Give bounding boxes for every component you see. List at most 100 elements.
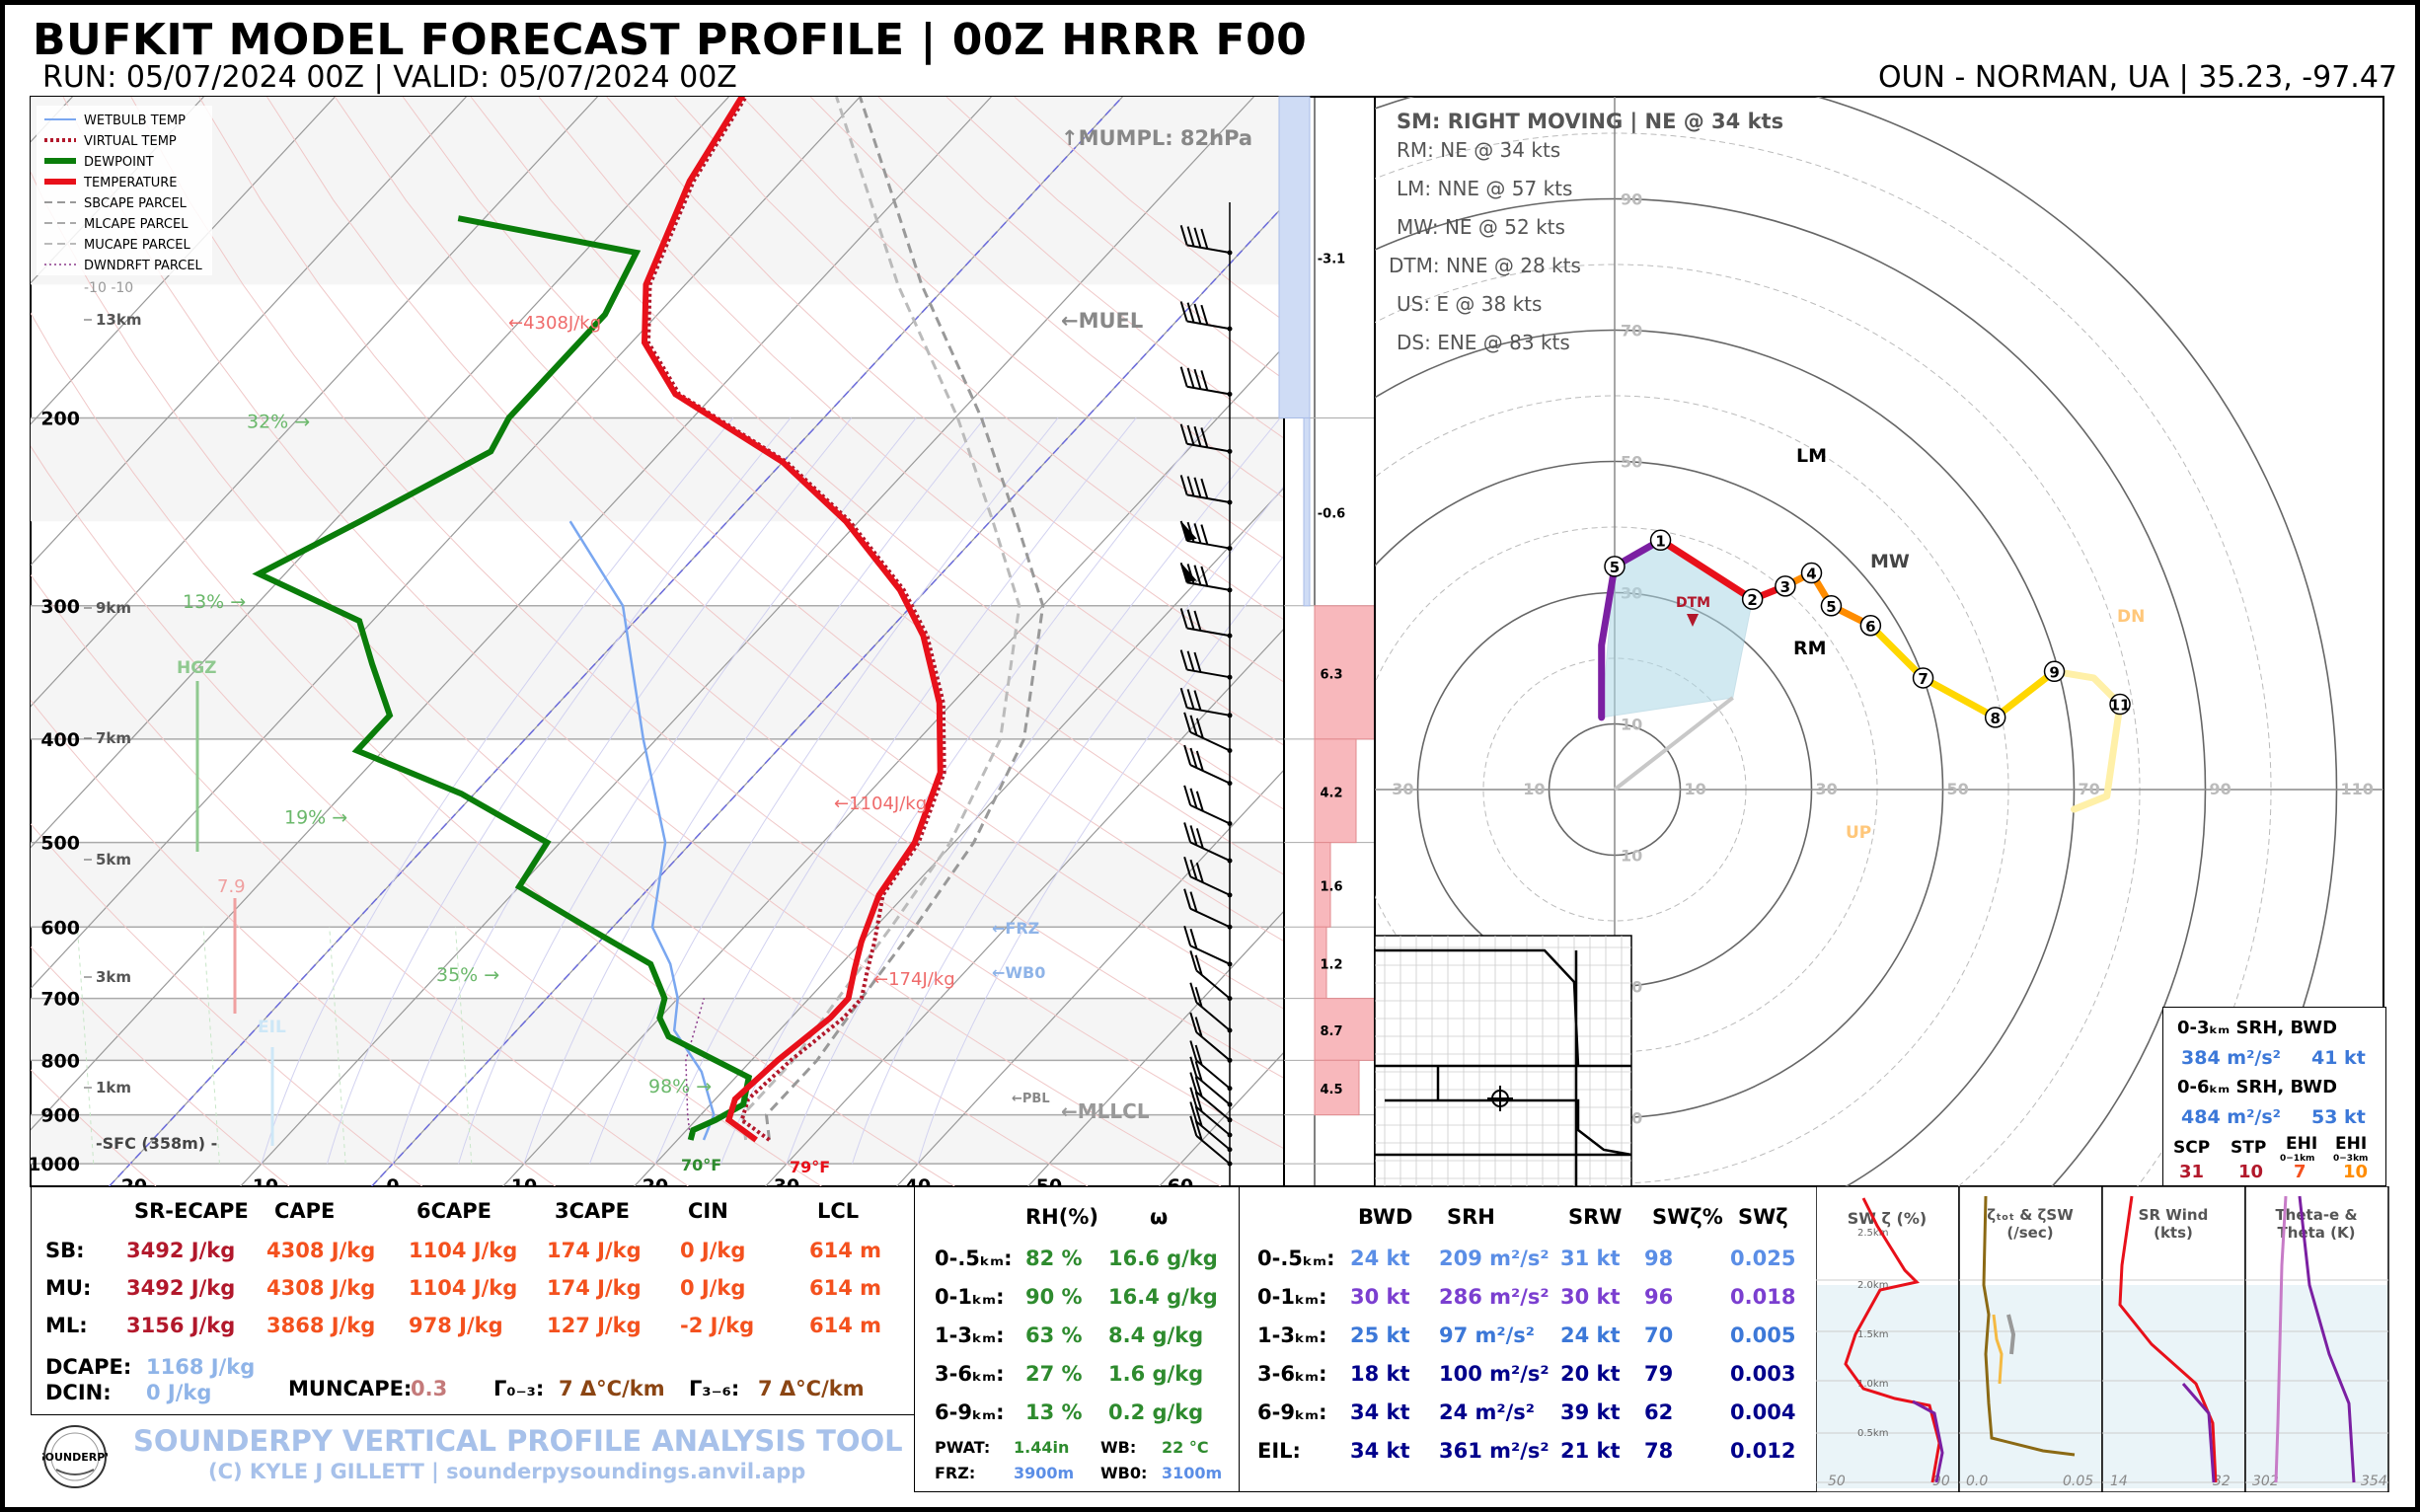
advection-bar: [1314, 738, 1357, 844]
sounderpy-logo-icon: SOUNDERPY: [42, 1425, 108, 1488]
wind-barb: [1179, 423, 1233, 454]
isotherm-line: [765, 628, 1284, 1186]
barb-flag: [1189, 1072, 1198, 1093]
storm-motion-text: RM: NE @ 34 kts: [1397, 138, 1560, 162]
hodo-height-marker: 3: [1775, 575, 1796, 597]
barb-flag: [1179, 301, 1188, 322]
thermo-header: LCL: [817, 1199, 860, 1223]
hodo-marker-circle: [1741, 588, 1764, 610]
isotherm-highlight: [371, 204, 1284, 1186]
barb-flag: [1200, 304, 1209, 326]
height-label: 3km: [96, 968, 131, 986]
moist-adiabat: [654, 417, 1137, 1165]
rh-label: 19% →: [284, 807, 347, 829]
eil-label: EIL: [258, 1018, 286, 1037]
dry-adiabat: [266, 97, 1284, 1010]
storm-motion-text: LM: NNE @ 57 kts: [1397, 177, 1572, 200]
kinematic-row-label: EIL:: [1257, 1439, 1301, 1463]
barb-flag: [1194, 1076, 1203, 1097]
hodo-height-marker: 9: [2043, 660, 2066, 683]
srh-0-3: 384 m²/s²: [2181, 1047, 2281, 1069]
wind-barb: [1179, 562, 1233, 593]
moist-adiabat: [786, 417, 1281, 1165]
mixing-ratio-line: [454, 927, 473, 1165]
hodo-ring-label: 70: [2079, 780, 2100, 798]
kinematic-table: BWD SRH SRW SWζ% SWζ 0-.5ₖₘ: 24 kt 209 m²/s² 31 …: [1239, 1186, 1821, 1492]
sw-vort-line-low: [1912, 1399, 1944, 1483]
kinematic-value: 24 m²/s²: [1439, 1400, 1535, 1424]
kinematic-header: SRH: [1447, 1205, 1495, 1229]
mini-y-label: 2.5km: [1857, 1228, 1888, 1239]
thermo-value: 3868 J/kg: [266, 1314, 376, 1337]
thermo-header: CIN: [688, 1199, 728, 1223]
kinematic-value: 24 kt: [1560, 1323, 1621, 1347]
barb-flag: [1183, 925, 1192, 946]
barb-flag: [1179, 423, 1188, 445]
hodo-ring-label: 10: [1523, 780, 1545, 798]
srh-0-6: 484 m²/s²: [2181, 1106, 2281, 1128]
wind-barb: [1189, 1101, 1233, 1153]
kinematic-value: 25 kt: [1350, 1323, 1410, 1347]
kinematic-value: 100 m²/s²: [1439, 1362, 1550, 1386]
hodo-height-marker: 5: [1820, 595, 1843, 617]
thermo-value: 174 J/kg: [547, 1276, 642, 1300]
barb-flag: [1195, 862, 1204, 883]
moist-adiabat: [327, 417, 792, 1165]
kinematic-value: 18 kt: [1350, 1362, 1410, 1386]
barb-flag: [1193, 425, 1202, 447]
hodo-dtm-label: DTM: [1676, 595, 1710, 611]
mini-y-label: 0.5km: [1857, 1428, 1888, 1439]
barb-flag: [1189, 891, 1198, 912]
thermo-value: -2 J/kg: [680, 1314, 755, 1337]
barb-flag: [1194, 1044, 1203, 1066]
muel-label: ←MUEL: [1061, 309, 1143, 333]
hodo-marker-circle: [2109, 693, 2131, 716]
storm-motion-text: DS: ENE @ 83 kts: [1397, 331, 1570, 354]
dry-adiabat: [538, 97, 1284, 746]
rh-label: 13% →: [183, 591, 246, 613]
frz-value: 3900m: [1014, 1464, 1075, 1482]
moisture-rh-value: 82 %: [1025, 1247, 1083, 1270]
map-frame: [1374, 935, 1632, 1187]
advection-label: 4.2: [1320, 786, 1342, 800]
isotherm-line: [502, 345, 1284, 1186]
legend-entry: DEWPOINT: [84, 155, 154, 170]
mini-chart-shade: [2246, 1285, 2387, 1488]
pressure-tick-label: 500: [40, 833, 80, 855]
mumpl-label: ↑MUMPL: 82hPa: [1061, 126, 1252, 150]
mllcl-label: ←MLLCL: [1061, 1099, 1150, 1123]
page-title: BUFKIT MODEL FORECAST PROFILE | 00Z HRRR…: [33, 15, 1308, 65]
barb-flag: [1189, 982, 1198, 1004]
legend-entry: TEMPERATURE: [83, 176, 178, 190]
branding-title: SOUNDERPY VERTICAL PROFILE ANALYSIS TOOL: [133, 1424, 903, 1458]
advection-label: 6.3: [1320, 667, 1342, 682]
dry-adiabat: [5, 97, 23, 1186]
barb-flag: [1186, 226, 1195, 247]
moisture-rh-value: 27 %: [1025, 1362, 1083, 1386]
kinematic-row-label: 3-6ₖₘ:: [1257, 1362, 1327, 1386]
hodo-trace: [1866, 622, 2059, 721]
wind-barb: [1189, 1040, 1233, 1092]
kinematic-value: 20 kt: [1560, 1362, 1621, 1386]
dcin-value: 0 J/kg: [146, 1381, 212, 1404]
moist-adiabat: [392, 417, 853, 1165]
barb-staff: [1186, 244, 1231, 254]
wind-barb: [1179, 687, 1233, 718]
height-label: 1km: [96, 1079, 131, 1096]
barb-flag: [1189, 1115, 1198, 1137]
barb-flag: [1193, 477, 1202, 498]
dewpoint-line: [252, 215, 753, 1141]
moisture-row-label: 0-1ₖₘ:: [935, 1285, 1005, 1309]
hodo-ring-label: 90: [1621, 190, 1642, 209]
wind-barb: [1189, 982, 1233, 1033]
dry-adiabat: [674, 97, 1284, 621]
kinematic-value: 70: [1644, 1323, 1674, 1347]
hodo-lm-label: LM: [1796, 445, 1827, 467]
barb-flag: [1200, 427, 1209, 448]
barb-flag: [1183, 712, 1192, 733]
mini-charts: SW ζ (%) ζₜₒₜ & ζSW(/sec) SR Wind(kts) Thet…: [1816, 1186, 2389, 1492]
legend-bg: [37, 106, 212, 275]
kinematic-value: 79: [1644, 1362, 1674, 1386]
thermo-value: 4308 J/kg: [266, 1239, 376, 1262]
dcape-value: 1168 J/kg: [146, 1355, 256, 1379]
